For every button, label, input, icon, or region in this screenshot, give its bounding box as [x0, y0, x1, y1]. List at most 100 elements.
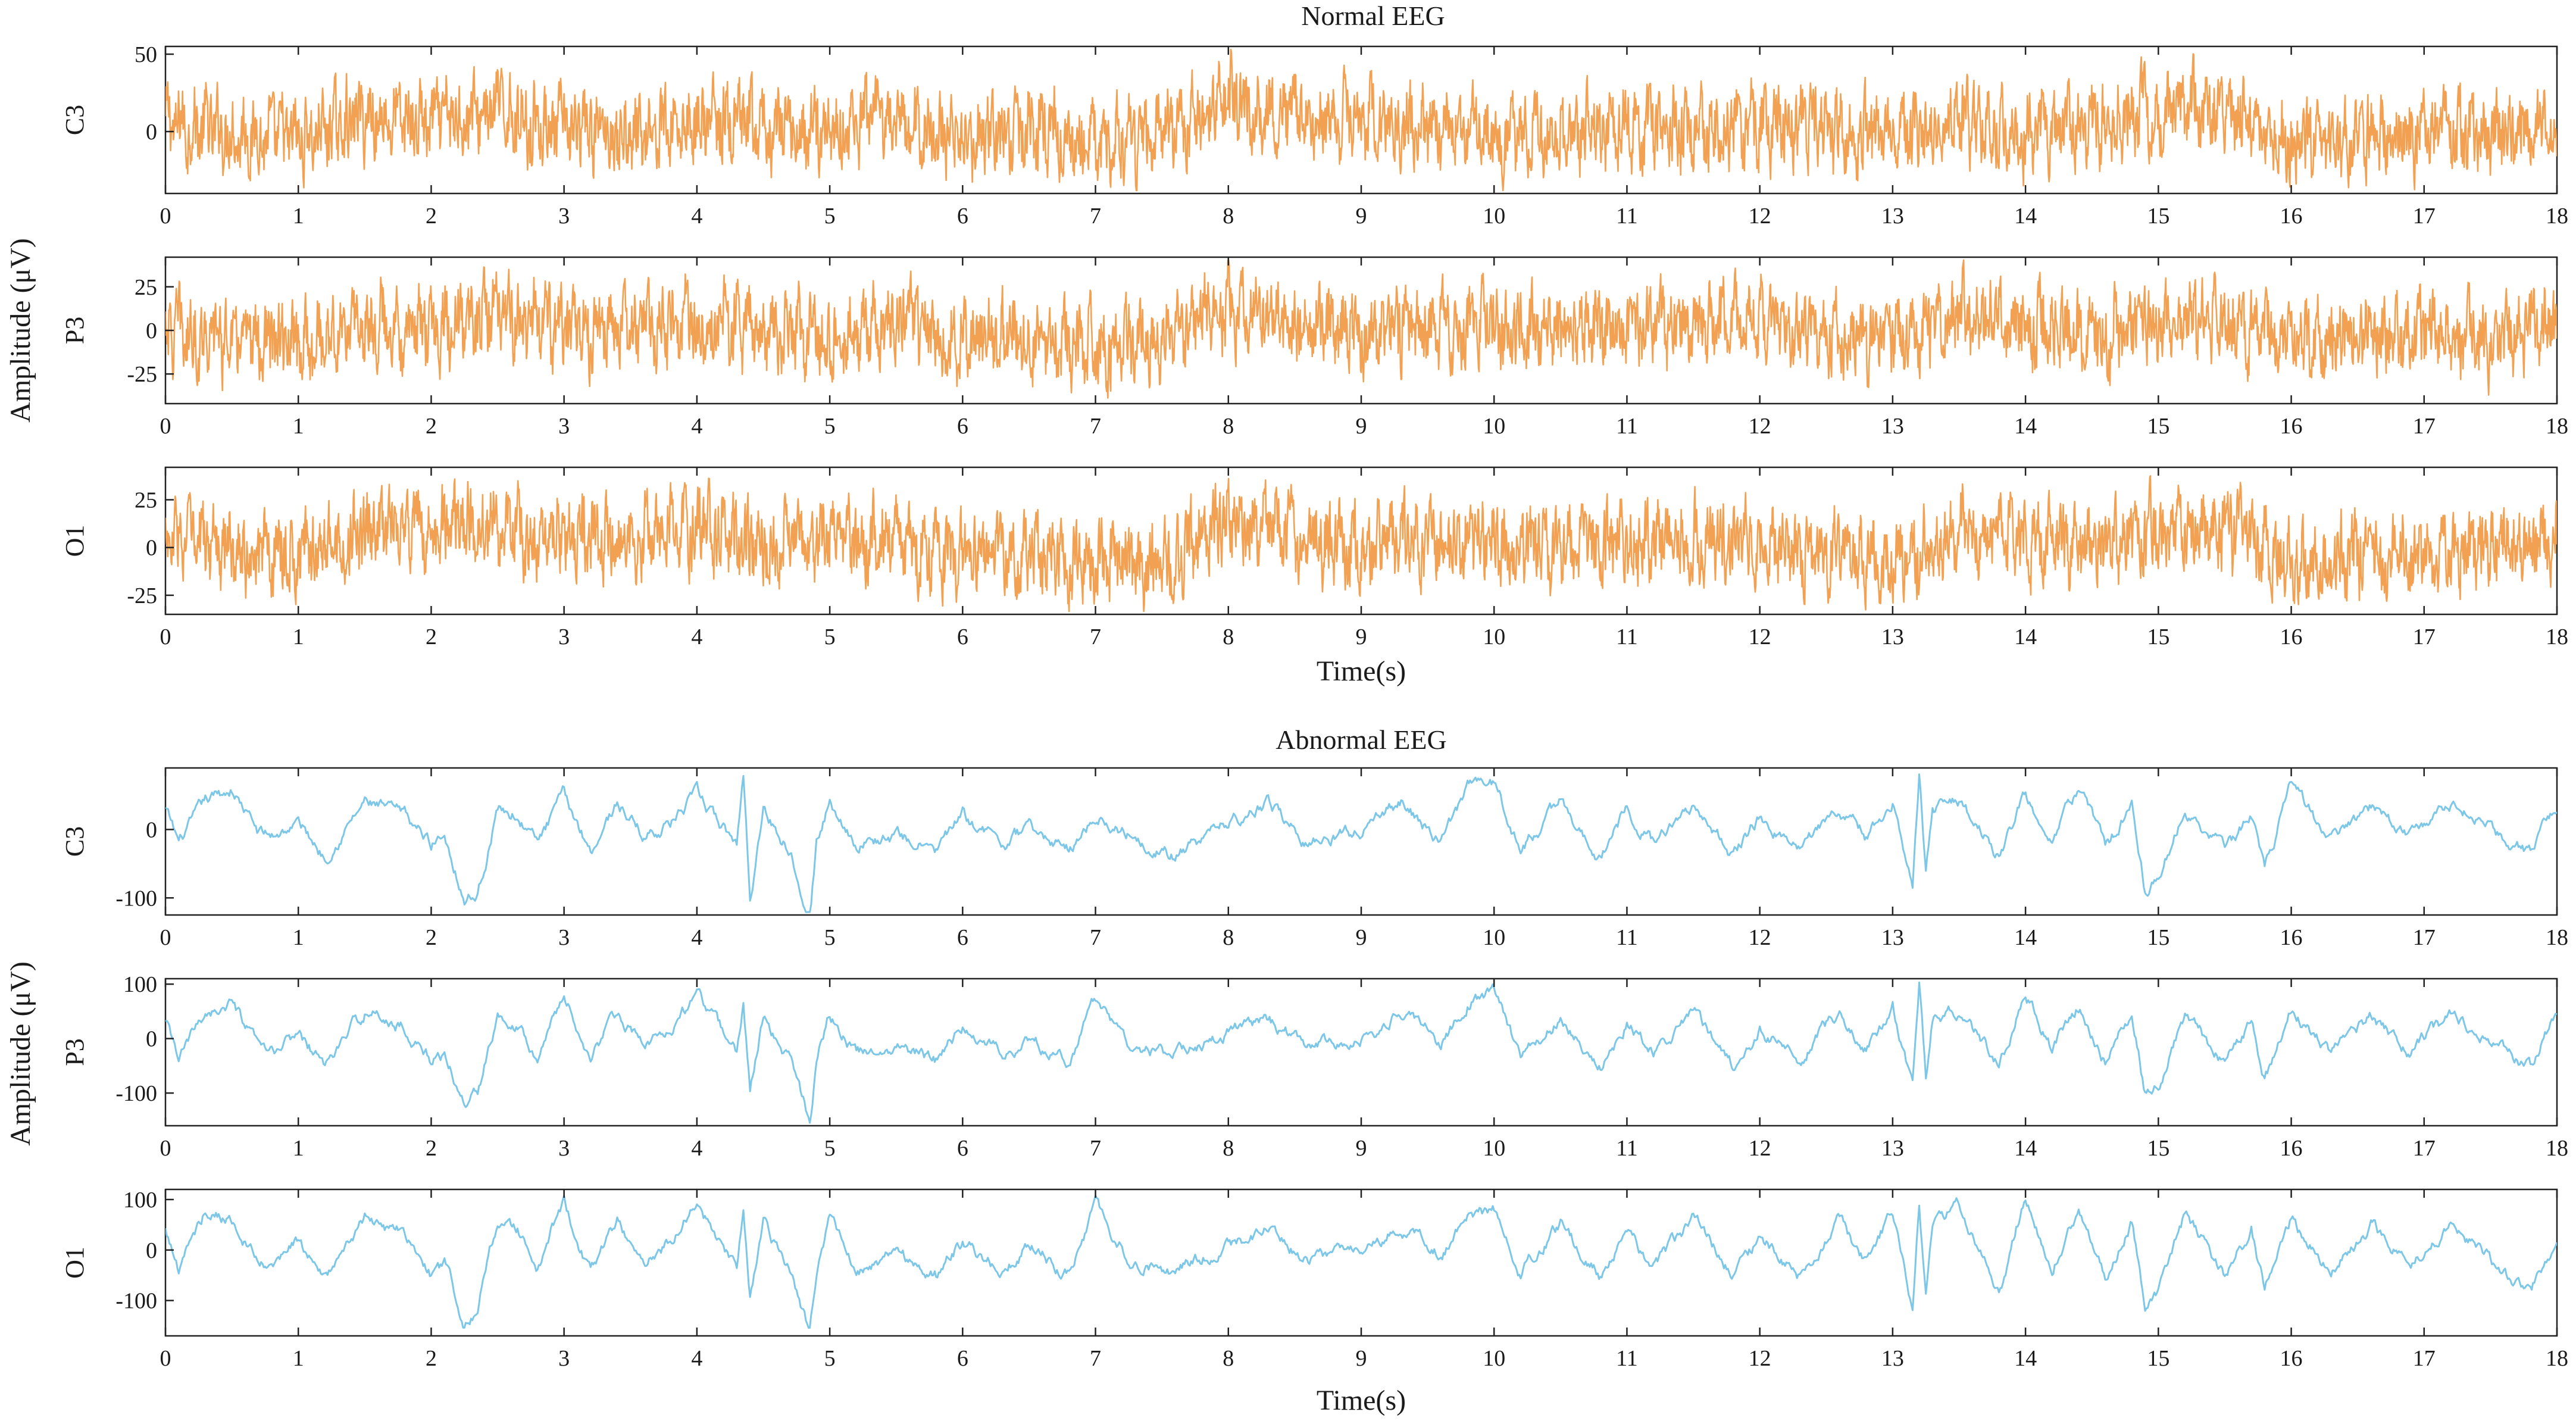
x-tick-label: 1: [293, 624, 304, 649]
x-tick-label: 14: [2014, 624, 2037, 649]
x-tick-label: 15: [2147, 1136, 2169, 1161]
x-tick-label: 13: [1881, 1346, 1904, 1371]
x-tick-label: 2: [426, 925, 437, 950]
y-tick-label: 0: [146, 817, 157, 842]
x-tick-label: 4: [691, 414, 702, 439]
x-tick-label: 11: [1616, 414, 1638, 439]
y-tick-label: 0: [146, 120, 157, 145]
x-tick-label: 16: [2280, 414, 2303, 439]
x-tick-label: 12: [1749, 414, 1771, 439]
x-tick-label: 11: [1616, 925, 1638, 950]
y-tick-label: -25: [127, 362, 157, 387]
x-tick-label: 8: [1223, 1346, 1234, 1371]
x-tick-label: 7: [1090, 204, 1101, 229]
x-tick-label: 15: [2147, 414, 2169, 439]
channel-name: C3: [60, 105, 89, 135]
x-tick-label: 6: [957, 1346, 968, 1371]
x-tick-label: 0: [160, 1346, 171, 1371]
x-tick-label: 18: [2546, 925, 2568, 950]
y-tick-label: -100: [115, 886, 157, 911]
x-tick-label: 15: [2147, 624, 2169, 649]
x-tick-label: 2: [426, 1136, 437, 1161]
channel-name: P3: [60, 317, 89, 344]
x-tick-label: 9: [1356, 204, 1367, 229]
y-tick-label: -100: [115, 1289, 157, 1314]
x-tick-label: 17: [2413, 1136, 2436, 1161]
plot-frame: [164, 1188, 2558, 1337]
x-tick-label: 2: [426, 624, 437, 649]
x-tick-label: 3: [558, 204, 570, 229]
eeg-trace-o1: [165, 1194, 2557, 1329]
x-tick-label: 13: [1881, 204, 1904, 229]
x-tick-label: 6: [957, 1136, 968, 1161]
x-tick-label: 11: [1616, 624, 1638, 649]
x-tick-label: 7: [1090, 1346, 1101, 1371]
x-tick-label: 11: [1616, 1346, 1638, 1371]
x-tick-label: 14: [2014, 925, 2037, 950]
x-tick-label: 7: [1090, 925, 1101, 950]
abnormal-eeg-chart: Abnormal EEG Amplitude (μV) Time(s) C3 -1…: [5, 724, 2568, 1416]
y-axis-label: Amplitude (μV): [5, 961, 36, 1146]
x-tick-label: 16: [2280, 204, 2303, 229]
channel-name: O1: [60, 1247, 89, 1279]
x-tick-label: 13: [1881, 414, 1904, 439]
x-tick-label: 18: [2546, 204, 2568, 229]
x-tick-label: 4: [691, 925, 702, 950]
x-tick-label: 8: [1223, 1136, 1234, 1161]
y-tick-label: 50: [135, 42, 157, 67]
x-tick-label: 18: [2546, 1136, 2568, 1161]
x-tick-label: 8: [1223, 414, 1234, 439]
x-tick-label: 0: [160, 1136, 171, 1161]
x-tick-label: 0: [160, 925, 171, 950]
eeg-trace-p3: [165, 259, 2557, 399]
x-tick-label: 16: [2280, 1136, 2303, 1161]
x-tick-label: 3: [558, 925, 570, 950]
x-tick-label: 12: [1749, 1136, 1771, 1161]
x-tick-label: 8: [1223, 624, 1234, 649]
x-tick-label: 0: [160, 414, 171, 439]
x-tick-label: 8: [1223, 204, 1234, 229]
x-tick-label: 4: [691, 1346, 702, 1371]
x-tick-label: 4: [691, 204, 702, 229]
x-tick-label: 5: [824, 1136, 836, 1161]
eeg-trace-c3: [165, 773, 2557, 913]
y-tick-label: 100: [123, 972, 157, 997]
x-tick-label: 17: [2413, 624, 2436, 649]
x-tick-label: 1: [293, 1346, 304, 1371]
x-tick-label: 1: [293, 925, 304, 950]
normal-eeg-chart: Normal EEG Amplitude (μV) Time(s) C3 0500…: [5, 1, 2568, 687]
x-tick-label: 16: [2280, 624, 2303, 649]
x-tick-label: 9: [1356, 414, 1367, 439]
y-tick-label: 0: [146, 1238, 157, 1263]
x-tick-label: 10: [1483, 204, 1505, 229]
x-tick-label: 16: [2280, 925, 2303, 950]
x-tick-label: 7: [1090, 624, 1101, 649]
chart-title: Normal EEG: [1301, 1, 1445, 31]
x-tick-label: 2: [426, 1346, 437, 1371]
x-tick-label: 9: [1356, 624, 1367, 649]
x-tick-label: 15: [2147, 1346, 2169, 1371]
channel-name: O1: [60, 525, 89, 557]
x-tick-label: 7: [1090, 414, 1101, 439]
x-tick-label: 3: [558, 414, 570, 439]
plot-frame: [164, 767, 2558, 916]
eeg-trace-o1: [165, 474, 2557, 613]
x-tick-label: 13: [1881, 624, 1904, 649]
x-tick-label: 9: [1356, 1136, 1367, 1161]
x-tick-label: 12: [1749, 204, 1771, 229]
x-tick-label: 1: [293, 1136, 304, 1161]
x-tick-label: 14: [2014, 204, 2037, 229]
x-tick-label: 3: [558, 1136, 570, 1161]
chart-title: Abnormal EEG: [1276, 724, 1446, 755]
y-tick-label: 100: [123, 1188, 157, 1213]
y-tick-label: 25: [135, 275, 157, 300]
x-tick-label: 10: [1483, 414, 1505, 439]
x-tick-label: 13: [1881, 925, 1904, 950]
y-tick-label: 0: [146, 536, 157, 561]
